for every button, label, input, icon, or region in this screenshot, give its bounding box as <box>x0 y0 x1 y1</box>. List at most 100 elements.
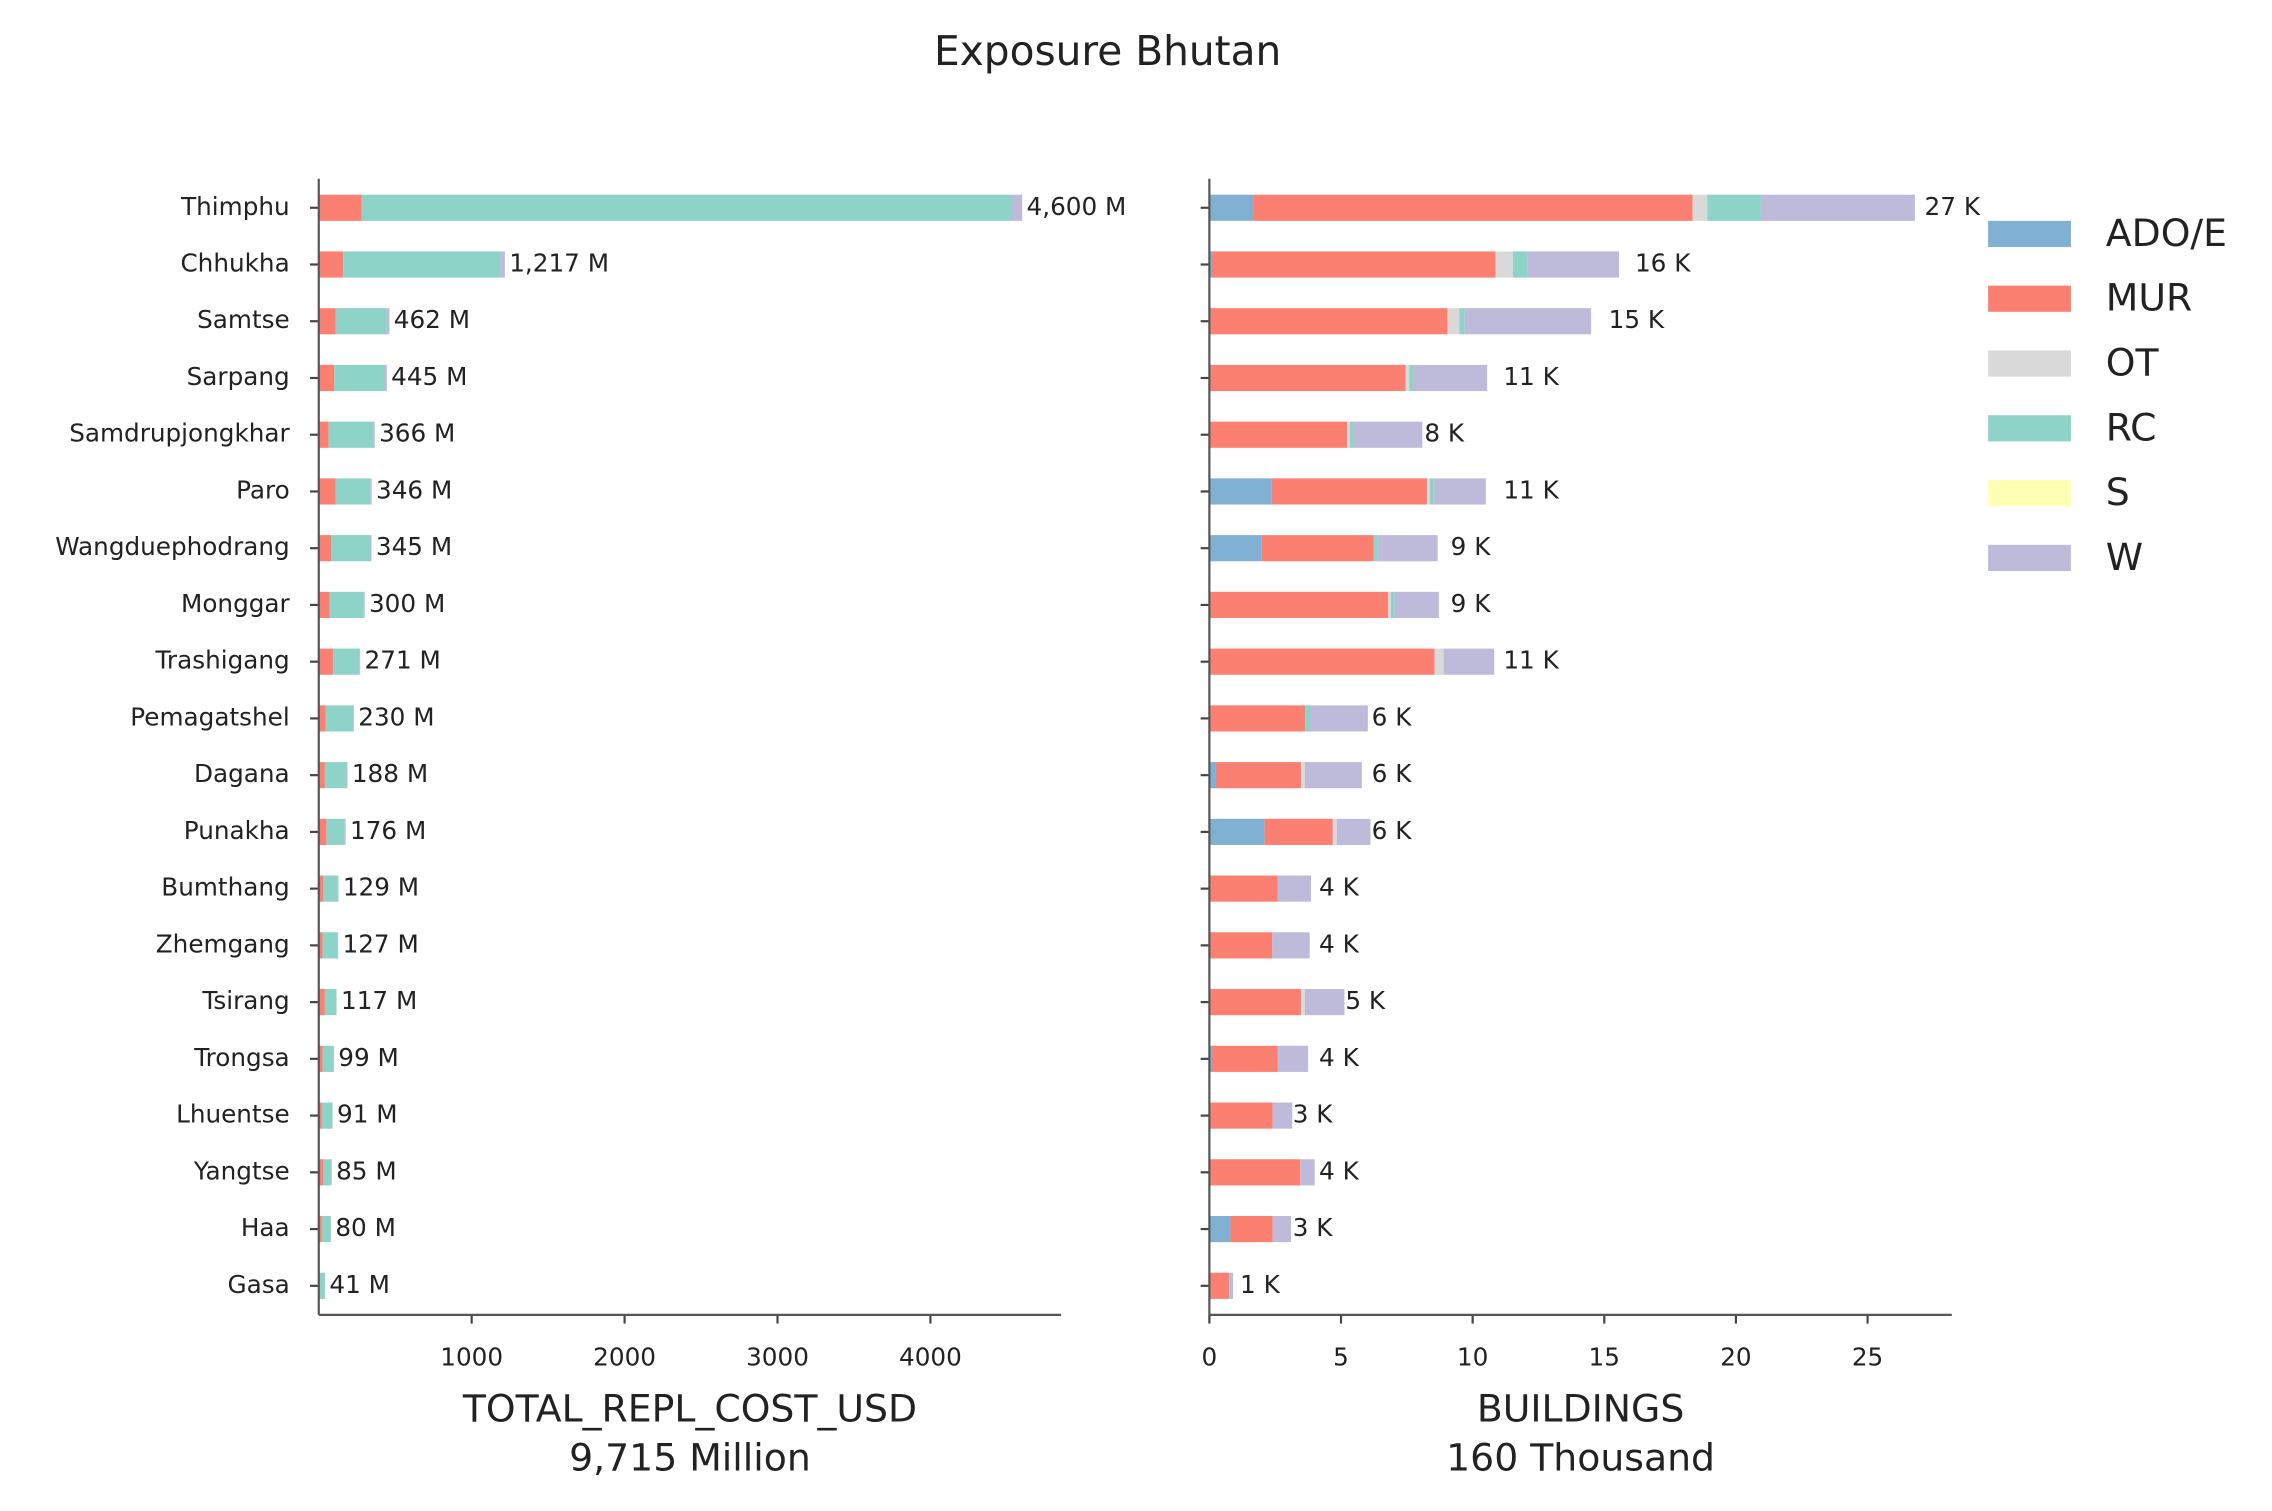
x-tick-label: 15 <box>1589 1342 1620 1371</box>
bar-segment <box>1300 1159 1315 1186</box>
bar-segment <box>369 535 372 562</box>
value-label: 176 M <box>350 816 426 845</box>
value-label: 11 K <box>1503 475 1559 504</box>
value-label: 9 K <box>1451 589 1492 618</box>
bar-segment <box>334 364 385 392</box>
bar-segment <box>1300 989 1305 1016</box>
value-label: 230 M <box>358 702 434 731</box>
legend-swatch <box>1988 220 2071 247</box>
bar-segment <box>319 1272 326 1299</box>
value-label: 3 K <box>1293 1213 1334 1242</box>
bar-segment <box>325 705 354 732</box>
bar-segment <box>318 591 330 619</box>
y-tick-label: Thimphu <box>180 192 290 221</box>
bar-segment <box>1347 421 1350 448</box>
bar-segment <box>370 478 372 505</box>
bar-segment <box>1409 364 1414 392</box>
bar-segment <box>1261 535 1374 562</box>
bar-segment <box>1209 818 1265 845</box>
bar-segment <box>1443 648 1495 675</box>
bar-segment <box>1215 762 1301 789</box>
y-tick-label: Zhemgang <box>156 929 290 958</box>
bar-segment <box>321 1215 331 1243</box>
bar-segment <box>1011 194 1023 221</box>
bar-segment <box>1209 251 1213 278</box>
y-tick-label: Lhuentse <box>176 1100 290 1129</box>
legend-swatch <box>1988 544 2071 571</box>
x-axis-label: 9,715 Million <box>569 1436 811 1480</box>
bar-segment <box>386 308 390 335</box>
bar-segment <box>1388 591 1391 619</box>
bar-segment <box>1209 932 1273 959</box>
bar-segment <box>318 705 326 732</box>
value-label: 4,600 M <box>1027 192 1127 221</box>
bar-segment <box>318 648 334 675</box>
bar-segment <box>1264 818 1333 845</box>
bar-segment <box>1427 478 1430 505</box>
value-label: 6 K <box>1372 816 1413 845</box>
bar-segment <box>384 364 387 392</box>
x-tick-label: 20 <box>1720 1342 1751 1371</box>
bar-segment <box>1304 762 1362 789</box>
bar-segment <box>318 1159 324 1186</box>
value-label: 462 M <box>394 305 470 334</box>
value-label: 127 M <box>343 929 419 958</box>
bar-segment <box>1390 591 1395 619</box>
value-label: 5 K <box>1345 986 1386 1015</box>
y-tick-label: Dagana <box>194 759 290 788</box>
x-tick-label: 4000 <box>899 1342 962 1371</box>
bar-segment <box>318 1102 322 1129</box>
bar-segment <box>1433 478 1486 505</box>
bar-segment <box>323 875 338 902</box>
value-label: 80 M <box>335 1213 396 1242</box>
bar-segment <box>318 535 331 562</box>
y-tick-label: Yangtse <box>193 1156 290 1185</box>
bar-segment <box>1332 818 1337 845</box>
legend-swatch <box>1988 415 2071 442</box>
value-label: 345 M <box>376 532 452 561</box>
bar-segment <box>326 818 345 845</box>
bar-segment <box>1405 364 1410 392</box>
value-label: 11 K <box>1503 646 1559 675</box>
bar-segment <box>329 591 364 619</box>
legend-swatch <box>1988 480 2071 507</box>
bar-segment <box>353 705 354 732</box>
bar-segment <box>1209 194 1254 221</box>
value-label: 4 K <box>1319 929 1360 958</box>
bar-segment <box>1495 251 1513 278</box>
bar-segment <box>323 1159 332 1186</box>
x-axis-label: TOTAL_REPL_COST_USD <box>462 1386 917 1430</box>
bar-segment <box>322 1045 334 1072</box>
x-tick-label: 10 <box>1457 1342 1488 1371</box>
bar-segment <box>1304 989 1345 1016</box>
figure-title: Exposure Bhutan <box>934 27 1281 75</box>
value-label: 271 M <box>365 646 441 675</box>
bar-segment <box>363 591 365 619</box>
y-tick-label: Monggar <box>181 589 291 618</box>
bar-segment <box>1229 1272 1234 1299</box>
bar-segment <box>1434 648 1444 675</box>
bar-segment <box>1459 308 1465 335</box>
bar-segment <box>321 1102 333 1129</box>
bar-segment <box>1209 875 1278 902</box>
value-label: 91 M <box>337 1100 398 1129</box>
value-label: 99 M <box>338 1043 399 1072</box>
bar-segment <box>1209 364 1406 392</box>
value-label: 4 K <box>1319 1156 1360 1185</box>
legend-swatch <box>1988 285 2071 312</box>
bar-segment <box>1209 1272 1230 1299</box>
bar-segment <box>1253 194 1693 221</box>
y-tick-label: Sarpang <box>187 362 290 391</box>
value-label: 366 M <box>379 419 455 448</box>
y-tick-label: Wangduephodrang <box>55 532 289 561</box>
x-axis-label: BUILDINGS <box>1477 1386 1684 1430</box>
bar-segment <box>344 818 346 845</box>
bar-segment <box>1272 1102 1293 1129</box>
legend-label: MUR <box>2106 276 2192 320</box>
bar-segment <box>1377 535 1438 562</box>
y-tick-label: Haa <box>241 1213 290 1242</box>
y-tick-label: Punakha <box>184 816 290 845</box>
y-tick-label: Pemagatshel <box>130 702 289 731</box>
